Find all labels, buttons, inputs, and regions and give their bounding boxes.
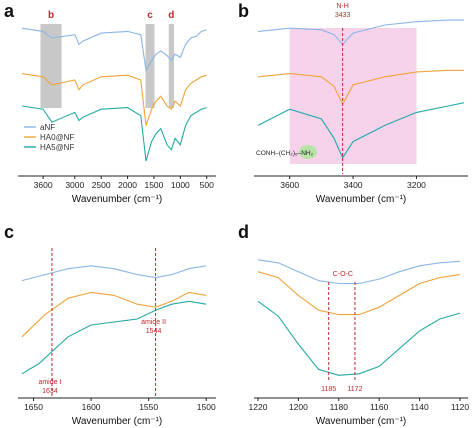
- panel-letter-b: b: [238, 1, 249, 21]
- x-tick-label: 1140: [410, 402, 429, 412]
- annotation-label: N-H: [336, 3, 348, 10]
- x-tick-label: 2500: [92, 180, 111, 190]
- x-tick-label: 2000: [118, 180, 137, 190]
- annotation-label: amide I: [38, 379, 61, 386]
- x-tick-label: 1160: [370, 402, 389, 412]
- annotation-value: 1185: [321, 386, 336, 393]
- x-axis-label: Wavenumber (cm⁻¹): [316, 416, 406, 427]
- legend-entry: HA0@NF: [40, 133, 74, 142]
- x-tick-label: 3600: [34, 180, 53, 190]
- annotation-value: 1172: [347, 386, 362, 393]
- annotation-value: 1634: [42, 388, 58, 395]
- x-tick-label: 500: [200, 180, 214, 190]
- series-line-anf: [21, 265, 207, 282]
- legend-entry: aNF: [40, 123, 55, 132]
- x-tick-label: 3200: [407, 180, 426, 190]
- x-axis-label: Wavenumber (cm⁻¹): [72, 416, 162, 427]
- x-tick-label: 1220: [249, 402, 268, 412]
- nh2-highlight: [299, 145, 317, 159]
- series-line-ha0-nf: [21, 291, 207, 338]
- shaded-region-label: d: [168, 10, 174, 21]
- x-tick-label: 1180: [330, 402, 349, 412]
- shaded-region-label: b: [48, 10, 54, 21]
- x-tick-label: 1200: [289, 402, 308, 412]
- shaded-region: [40, 24, 62, 108]
- shaded-region: [145, 24, 155, 108]
- x-tick-label: 3600: [280, 180, 299, 190]
- series-line-anf: [21, 27, 207, 72]
- panel-a: a b c d 3600 3000 2500 2000 1500 1000 500 Wavenumbe…: [4, 1, 216, 205]
- panel-d: d 1220 1200 1180 1160 1140 1120 Wavenumber (cm⁻…: [238, 222, 469, 427]
- series-line-ha0-nf: [21, 73, 207, 126]
- annotation-value: 1544: [146, 328, 162, 335]
- x-tick-label: 3400: [344, 180, 363, 190]
- x-tick-label: 1120: [451, 402, 470, 412]
- series-line-ha5-nf: [21, 105, 207, 162]
- x-tick-label: 1550: [139, 402, 158, 412]
- inset-label: CONH–(CH₂)₆–NH₂: [256, 150, 314, 157]
- series-line-ha5-nf: [257, 300, 461, 376]
- panel-letter-d: d: [238, 222, 249, 242]
- series-line-ha0-nf: [257, 271, 461, 316]
- x-tick-label: 1000: [171, 180, 190, 190]
- annotation-value: 3433: [335, 12, 351, 19]
- annotation-label: C-O-C: [333, 271, 353, 278]
- x-axis-label: Wavenumber (cm⁻¹): [316, 194, 406, 205]
- annotation-label: amide II: [141, 319, 166, 326]
- x-tick-label: 3000: [65, 180, 84, 190]
- panel-letter-a: a: [4, 1, 15, 21]
- x-tick-label: 1500: [197, 402, 216, 412]
- series-line-ha0-nf: [257, 69, 464, 106]
- shaded-region: [168, 24, 174, 108]
- shaded-region-label: c: [147, 10, 153, 21]
- panel-letter-c: c: [4, 222, 14, 242]
- series-line-anf: [257, 19, 464, 46]
- series-line-ha5-nf: [257, 102, 465, 159]
- x-tick-label: 1600: [82, 402, 101, 412]
- series-line-anf: [257, 259, 461, 285]
- x-tick-label: 1500: [144, 180, 163, 190]
- shaded-region: [289, 28, 417, 164]
- legend-entry: HA5@NF: [40, 143, 74, 152]
- panel-c: c 1650 1600 1550 1500 Wavenumber (cm⁻¹) amide …: [4, 222, 216, 427]
- series-line-ha5-nf: [21, 300, 207, 375]
- x-axis-label: Wavenumber (cm⁻¹): [72, 194, 162, 205]
- x-tick-label: 1650: [24, 402, 43, 412]
